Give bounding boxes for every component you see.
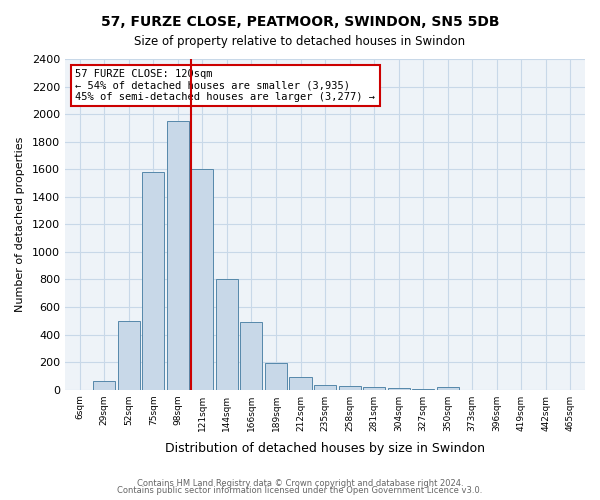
X-axis label: Distribution of detached houses by size in Swindon: Distribution of detached houses by size … bbox=[165, 442, 485, 455]
Bar bbox=[167, 121, 189, 390]
Bar bbox=[118, 321, 140, 390]
Bar bbox=[314, 385, 336, 390]
Bar bbox=[338, 386, 361, 390]
Bar bbox=[363, 386, 385, 390]
Text: 57, FURZE CLOSE, PEATMOOR, SWINDON, SN5 5DB: 57, FURZE CLOSE, PEATMOOR, SWINDON, SN5 … bbox=[101, 15, 499, 29]
Text: 57 FURZE CLOSE: 120sqm
← 54% of detached houses are smaller (3,935)
45% of semi-: 57 FURZE CLOSE: 120sqm ← 54% of detached… bbox=[76, 69, 376, 102]
Bar bbox=[412, 389, 434, 390]
Bar bbox=[437, 387, 458, 390]
Bar bbox=[265, 363, 287, 390]
Bar bbox=[241, 322, 262, 390]
Text: Size of property relative to detached houses in Swindon: Size of property relative to detached ho… bbox=[134, 35, 466, 48]
Text: Contains public sector information licensed under the Open Government Licence v3: Contains public sector information licen… bbox=[118, 486, 482, 495]
Text: Contains HM Land Registry data © Crown copyright and database right 2024.: Contains HM Land Registry data © Crown c… bbox=[137, 478, 463, 488]
Bar bbox=[289, 378, 311, 390]
Bar bbox=[93, 381, 115, 390]
Y-axis label: Number of detached properties: Number of detached properties bbox=[15, 136, 25, 312]
Bar bbox=[388, 388, 410, 390]
Bar bbox=[142, 172, 164, 390]
Bar bbox=[216, 280, 238, 390]
Bar bbox=[191, 169, 214, 390]
